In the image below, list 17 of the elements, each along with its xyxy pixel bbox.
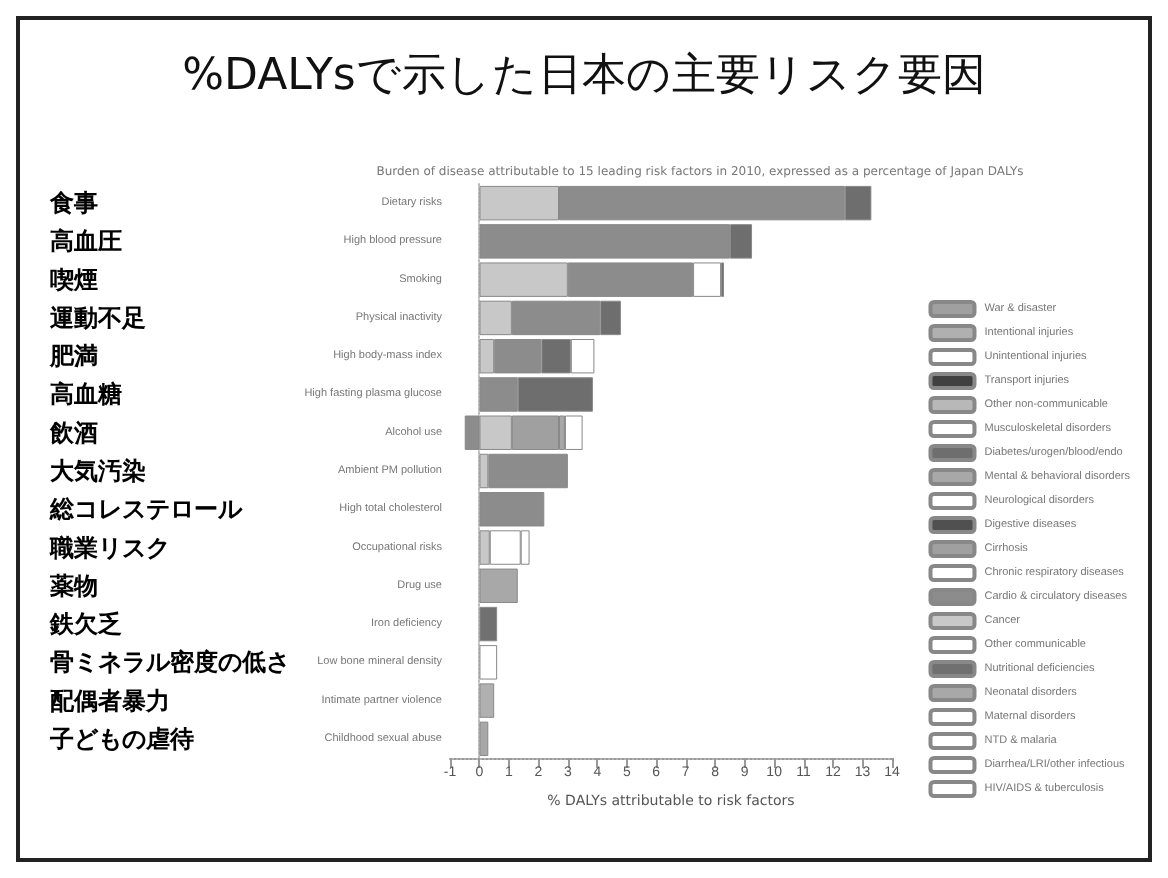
y2-tick-label: 配偶者暴力 [50, 686, 170, 715]
y2-tick-label: 薬物 [48, 571, 98, 600]
y2-tick-label: 飲酒 [48, 418, 98, 447]
y2-tick-label: 高血圧 [50, 227, 122, 256]
y2-tick-label: 大気汚染 [50, 457, 146, 485]
y2-tick-label: 食事 [48, 189, 98, 218]
bar [479, 606, 498, 642]
y2-tick-label: 肥満 [48, 342, 98, 371]
y2-tick-label: 鉄欠乏 [48, 610, 122, 639]
y2-tick-label: 職業リスク [48, 533, 170, 562]
y2-tick-label: 骨ミネラル密度の低さ [50, 648, 290, 677]
y2-tick-label: 運動不足 [48, 303, 146, 332]
y2-tick-label: 子どもの虐待 [48, 724, 194, 753]
y2-tick-label: 喫煙 [50, 265, 98, 294]
y2-tick-label: 総コレステロール [48, 495, 244, 524]
chart-title: %DALYsで示した日本の主要リスク要因 [182, 51, 986, 101]
y2-tick-label: 高血糖 [50, 380, 122, 409]
